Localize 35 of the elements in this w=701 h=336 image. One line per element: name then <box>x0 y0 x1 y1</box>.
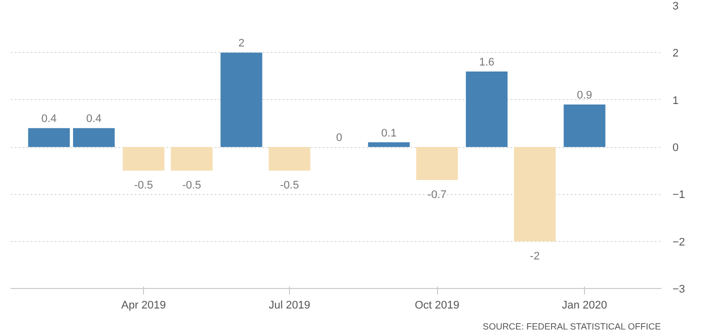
bar <box>466 72 508 147</box>
bar <box>170 147 213 171</box>
y-tick-label: −2 <box>672 236 686 248</box>
source-note: SOURCE: FEDERAL STATISTICAL OFFICE <box>482 322 661 332</box>
data-label: -2 <box>530 250 540 262</box>
bar <box>73 128 115 147</box>
y-tick-label: −3 <box>672 284 686 296</box>
data-label: 0.4 <box>86 113 102 126</box>
data-label: 0.1 <box>381 127 397 140</box>
x-tick-label: Apr 2019 <box>121 300 166 312</box>
bar <box>122 147 164 171</box>
y-tick-label: 3 <box>672 0 679 12</box>
x-tick-label: Oct 2019 <box>414 300 460 312</box>
y-tick-label: 1 <box>672 94 679 107</box>
data-label: 0 <box>336 132 342 144</box>
bar <box>268 147 310 171</box>
bar <box>514 147 556 242</box>
data-label: 0.4 <box>41 113 57 126</box>
bar <box>564 104 606 147</box>
x-tick-label: Jan 2020 <box>562 300 608 312</box>
data-label: -0.7 <box>428 189 447 202</box>
y-tick-label: 0 <box>672 142 679 154</box>
y-tick-label: 2 <box>672 48 679 60</box>
bar <box>28 128 70 147</box>
bar <box>368 142 410 147</box>
data-label: 2 <box>238 38 244 50</box>
data-label: 1.6 <box>479 56 494 69</box>
y-tick-label: −1 <box>672 189 686 202</box>
data-label: -0.5 <box>182 180 202 192</box>
data-label: 0.9 <box>576 90 592 102</box>
x-tick-label: Jul 2019 <box>268 300 310 312</box>
data-label: -0.5 <box>280 180 299 192</box>
bar <box>220 52 262 147</box>
bar <box>416 147 458 180</box>
data-label: -0.5 <box>134 180 154 192</box>
